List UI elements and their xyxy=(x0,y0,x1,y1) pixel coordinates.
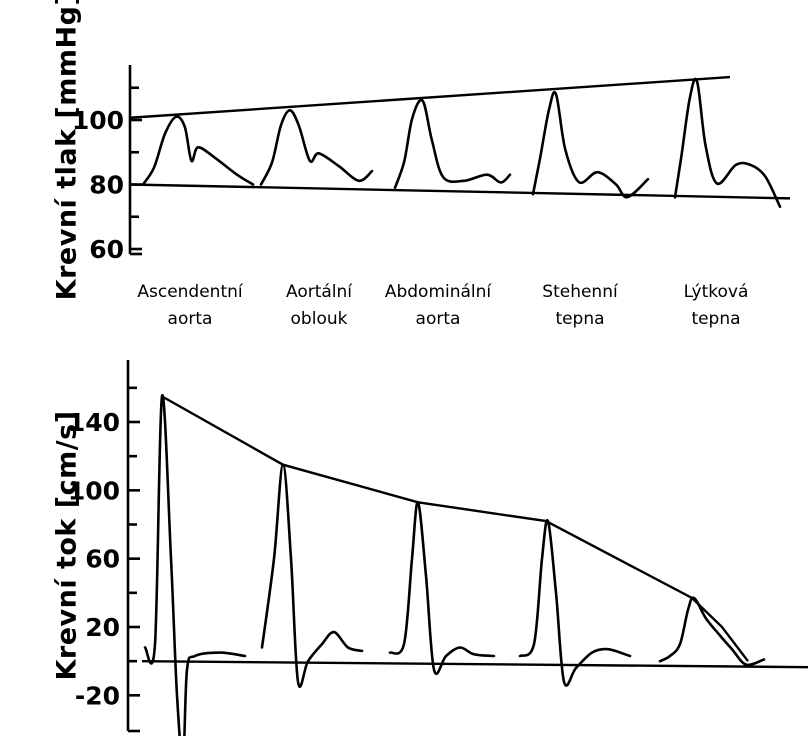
flow-tick-label: -20 xyxy=(75,681,120,710)
site-label-line: aorta xyxy=(167,309,213,329)
pressure-waveform-3 xyxy=(393,98,512,190)
site-label-line: tepna xyxy=(691,309,741,329)
flow-panel: -20 20 60 100 140 xyxy=(68,360,809,736)
pressure-waveform-1 xyxy=(141,115,255,186)
site-label-line: Aortální xyxy=(285,282,353,302)
flow-tick-label: 100 xyxy=(68,476,120,505)
flow-waveform-4 xyxy=(518,518,632,687)
site-label-line: Lýtková xyxy=(683,282,749,302)
systolic-envelope-line xyxy=(129,75,731,119)
pressure-waveform-4 xyxy=(531,90,650,199)
diastolic-envelope-line xyxy=(129,183,791,200)
site-label-line: Abdominální xyxy=(384,282,492,302)
flow-peak-envelope-line xyxy=(161,395,749,662)
site-label-line: oblouk xyxy=(290,309,348,329)
flow-tick-label: 60 xyxy=(85,545,120,574)
flow-waveform-2 xyxy=(260,463,364,688)
pressure-panel: 60 80 100 xyxy=(72,65,791,264)
pressure-tick-label: 100 xyxy=(72,106,124,135)
site-label-line: aorta xyxy=(415,309,461,329)
flow-waveform-5 xyxy=(658,596,766,667)
site-label-4: Stehenní tepna xyxy=(510,279,650,333)
site-label-2: Aortální oblouk xyxy=(249,279,389,333)
flow-tick-label: 20 xyxy=(85,613,120,642)
flow-zero-baseline xyxy=(141,659,809,669)
pressure-tick-label: 80 xyxy=(89,171,124,200)
pressure-waveform-5 xyxy=(673,77,782,208)
site-label-line: Ascendentní xyxy=(137,282,243,302)
site-label-line: tepna xyxy=(555,309,605,329)
site-label-line: Stehenní xyxy=(542,282,618,302)
pressure-tick-label: 60 xyxy=(89,235,124,264)
flow-waveform-3 xyxy=(388,500,496,676)
site-label-5: Lýtková tepna xyxy=(646,279,786,333)
flow-waveform-1 xyxy=(143,394,247,736)
site-label-3: Abdominální aorta xyxy=(368,279,508,333)
site-label-1: Ascendentní aorta xyxy=(120,279,260,333)
pressure-waveform-2 xyxy=(259,109,374,186)
flow-tick-label: 140 xyxy=(68,408,120,437)
